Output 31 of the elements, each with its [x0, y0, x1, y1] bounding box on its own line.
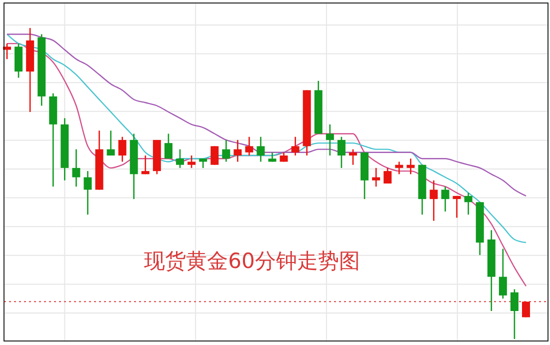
candlestick — [510, 288, 518, 340]
candlestick — [72, 148, 80, 188]
candlestick — [372, 167, 380, 188]
candlestick — [3, 42, 11, 60]
candlestick — [291, 136, 300, 156]
candlestick — [406, 158, 415, 175]
candlestick — [395, 161, 404, 175]
candlestick — [430, 180, 438, 222]
candlestick — [384, 167, 392, 184]
candlestick — [441, 186, 450, 212]
candlestick — [326, 124, 334, 156]
candlestick — [176, 148, 184, 169]
candlestick — [498, 248, 507, 300]
candlestick — [118, 136, 126, 162]
candlestick — [141, 154, 150, 175]
candlestick — [164, 133, 172, 160]
candlestick — [188, 154, 196, 169]
candlestick — [256, 136, 265, 162]
candlestick — [245, 136, 254, 156]
candlestick — [210, 146, 219, 166]
candlestick — [106, 130, 115, 156]
text: 现货黄金60分钟走势图 — [144, 249, 360, 273]
candlestick — [222, 139, 230, 162]
candlestick — [522, 301, 530, 318]
candlestick — [464, 192, 472, 216]
candlestick — [337, 136, 346, 169]
candlestick — [349, 148, 357, 166]
candlestick — [452, 195, 461, 218]
candlestick — [234, 139, 242, 162]
candlestick — [84, 170, 92, 216]
candlestick — [199, 158, 208, 169]
